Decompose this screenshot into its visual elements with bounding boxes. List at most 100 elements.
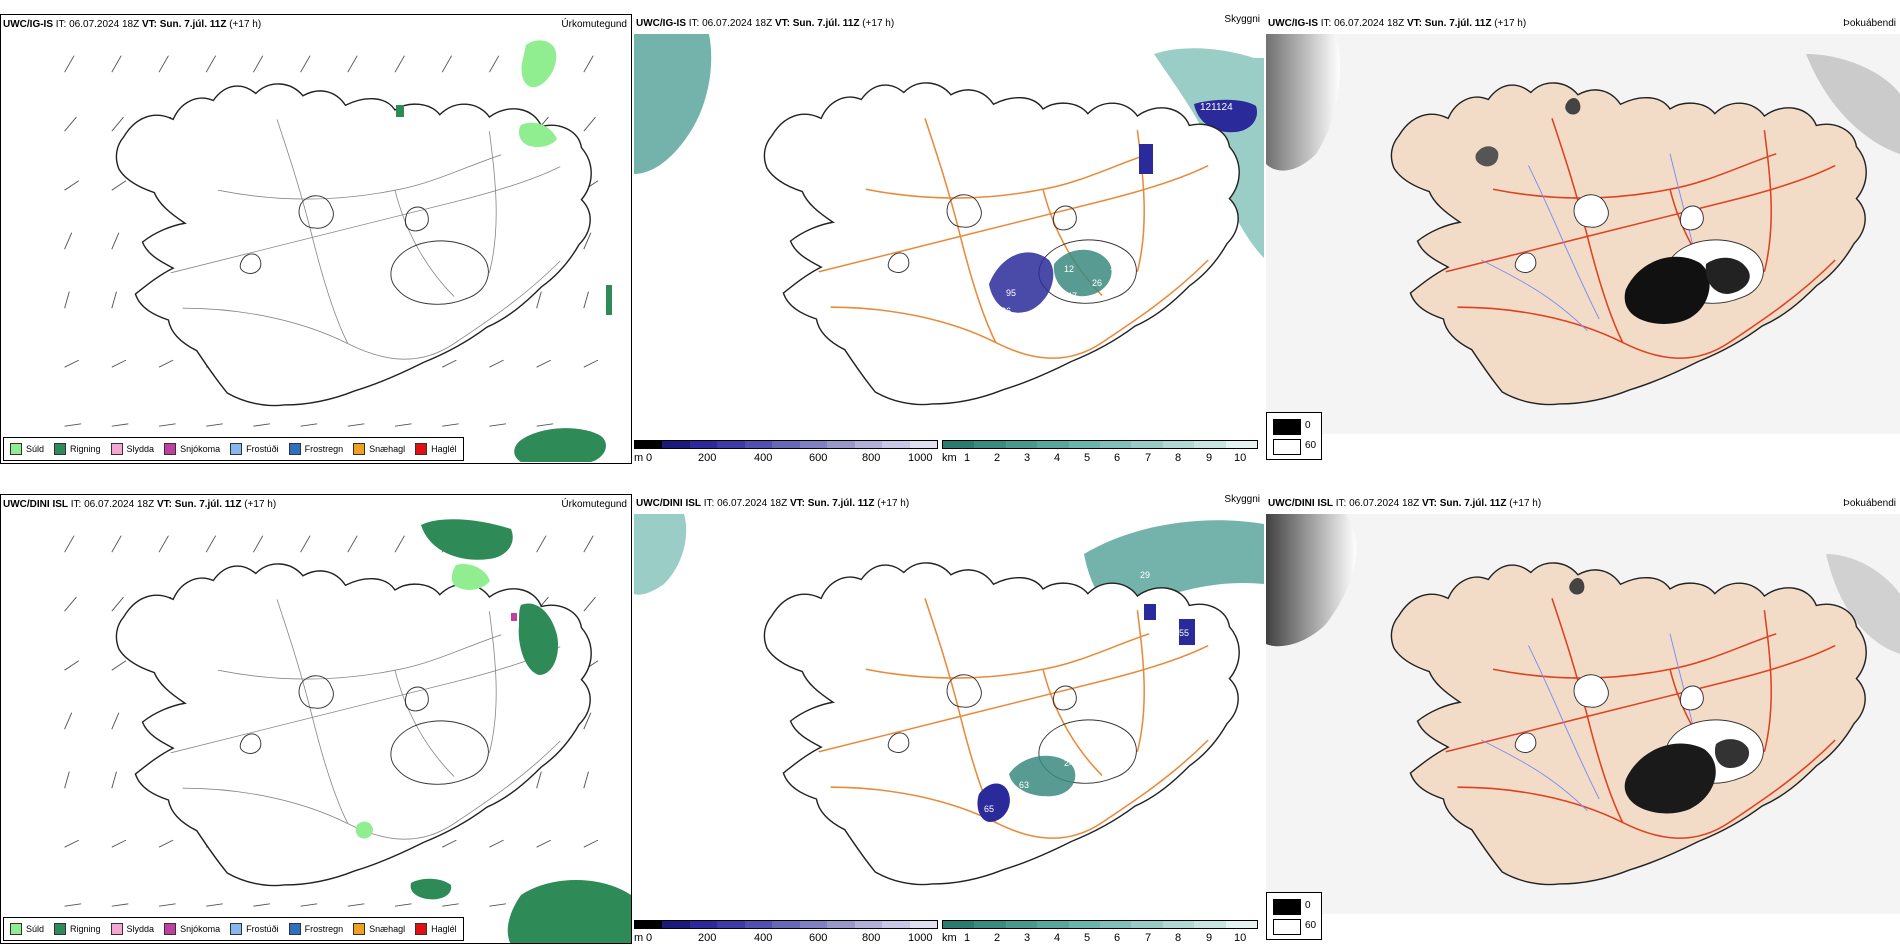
visibility-tick: 9	[1206, 932, 1213, 944]
precip-type-legend: Súld Rigning Slydda Snjókoma Frostúði Fr…	[3, 437, 464, 461]
fog-legend-high	[1273, 419, 1301, 435]
legend-item: Frostregn	[288, 923, 343, 935]
visibility-label: 26	[1092, 278, 1102, 288]
visibility-tick: 8	[1175, 932, 1182, 944]
fog-area	[1569, 578, 1585, 595]
height-colorbar: m 0 200 400 600 800 1000	[634, 918, 944, 944]
visibility-tick: 1	[964, 452, 971, 464]
low-visibility-area	[989, 252, 1054, 313]
legend-item: Súld	[10, 923, 44, 935]
fog-legend-high	[1273, 899, 1301, 915]
visibility-label: 65	[984, 804, 994, 814]
drizzle-area	[521, 40, 557, 88]
fog-area	[1565, 98, 1581, 115]
fog-area	[1266, 34, 1340, 171]
legend-item: Frostúði	[230, 923, 279, 935]
panel-header: UWC/DINI ISL IT: 06.07.2024 18Z VT: Sun.…	[636, 498, 910, 509]
height-tick: 400	[754, 452, 773, 464]
visibility-tick: 2	[994, 932, 1001, 944]
visibility-panel-top: 121124 13 10 12 10 95 247 126 76 26 UWC/…	[634, 14, 1264, 464]
legend-item: Súld	[10, 443, 44, 455]
sleet-area	[511, 613, 517, 621]
legend-item: Rigning	[54, 443, 101, 455]
legend-item: Rigning	[54, 923, 101, 935]
height-colorbar-scale	[634, 920, 938, 929]
height-tick: 1000	[908, 932, 933, 944]
visibility-tick: 10	[1234, 452, 1247, 464]
drizzle-area	[519, 122, 557, 147]
visibility-label: 121124	[1200, 102, 1233, 113]
height-tick: 1000	[908, 452, 933, 464]
visibility-tick: 7	[1145, 932, 1152, 944]
visibility-label: 247	[1062, 291, 1077, 301]
fog-area	[1806, 54, 1900, 154]
drizzle-area	[451, 563, 490, 590]
fog-area	[1705, 257, 1750, 294]
panel-title: Úrkomutegund	[561, 499, 627, 510]
visibility-label: 55	[1179, 628, 1189, 638]
visibility-label: 25	[1102, 748, 1112, 758]
low-visibility-area	[1084, 520, 1264, 608]
height-tick: 0	[646, 452, 653, 464]
visibility-label: 63	[1019, 780, 1029, 790]
height-colorbar: m 0 200 400 600 800 1000	[634, 438, 944, 464]
rain-area	[514, 428, 606, 462]
very-low-visibility-area	[1144, 604, 1156, 620]
legend-item: Frostregn	[288, 443, 343, 455]
panel-header: UWC/DINI ISL IT: 06.07.2024 18Z VT: Sun.…	[3, 499, 277, 510]
rain-area	[606, 285, 612, 315]
low-visibility-area	[1053, 249, 1112, 297]
fog-legend-low	[1273, 439, 1301, 455]
height-tick: 800	[862, 452, 881, 464]
visibility-tick: 4	[1054, 932, 1061, 944]
visibility-colorbar: km 1 2 3 4 5 6 7 8 9 10	[942, 918, 1260, 944]
panel-header: UWC/DINI ISL IT: 06.07.2024 18Z VT: Sun.…	[1268, 498, 1542, 509]
height-tick: 600	[809, 932, 828, 944]
legend-item: Snæhagl	[353, 923, 405, 935]
height-tick: 800	[862, 932, 881, 944]
panel-title: Þokuábendi	[1843, 18, 1896, 29]
panel-header: UWC/IG-IS IT: 06.07.2024 18Z VT: Sun. 7.…	[3, 19, 262, 30]
height-tick: 200	[698, 452, 717, 464]
visibility-label: 13	[1120, 118, 1130, 128]
visibility-tick: 6	[1114, 932, 1121, 944]
drizzle-area	[355, 821, 373, 839]
visibility-map: 121124 13 10 12 10 95 247 126 76 26	[634, 34, 1264, 406]
fog-area	[1624, 743, 1716, 814]
fog-area	[1624, 256, 1710, 324]
fog-legend-high-value: 0	[1305, 900, 1311, 911]
visibility-unit: km	[942, 452, 957, 464]
visibility-tick: 3	[1024, 932, 1031, 944]
fog-area	[1714, 739, 1750, 768]
legend-item: Slydda	[110, 923, 154, 935]
legend-item: Haglél	[415, 443, 457, 455]
rain-area	[507, 880, 631, 943]
fog-area	[1826, 554, 1900, 654]
visibility-tick: 10	[1234, 932, 1247, 944]
very-low-visibility-area	[1194, 99, 1258, 133]
visibility-tick: 5	[1084, 452, 1091, 464]
low-visibility-area	[1139, 144, 1153, 174]
fog-area	[1475, 146, 1499, 167]
precip-panel-top: UWC/IG-IS IT: 06.07.2024 18Z VT: Sun. 7.…	[0, 14, 632, 464]
visibility-label: 29	[1140, 570, 1150, 580]
fog-panel-top: UWC/IG-IS IT: 06.07.2024 18Z VT: Sun. 7.…	[1266, 14, 1900, 464]
visibility-map: 63 65 24 25 55 29	[634, 514, 1264, 886]
panel-title: Þokuábendi	[1843, 498, 1896, 509]
low-visibility-area	[634, 34, 712, 174]
very-low-visibility-area	[1179, 619, 1195, 645]
height-tick: 400	[754, 932, 773, 944]
visibility-colorbar-scale	[942, 920, 1258, 929]
very-low-visibility-area	[977, 783, 1010, 822]
fog-legend: 0 60	[1266, 412, 1322, 460]
visibility-tick: 6	[1114, 452, 1121, 464]
visibility-tick: 5	[1084, 932, 1091, 944]
visibility-label: 126	[996, 306, 1011, 316]
visibility-tick: 1	[964, 932, 971, 944]
height-unit: m	[634, 452, 644, 464]
visibility-tick: 2	[994, 452, 1001, 464]
legend-item: Snjókoma	[164, 443, 220, 455]
visibility-label: 10	[1110, 262, 1120, 272]
visibility-label: 12	[1064, 264, 1074, 274]
legend-item: Snæhagl	[353, 443, 405, 455]
